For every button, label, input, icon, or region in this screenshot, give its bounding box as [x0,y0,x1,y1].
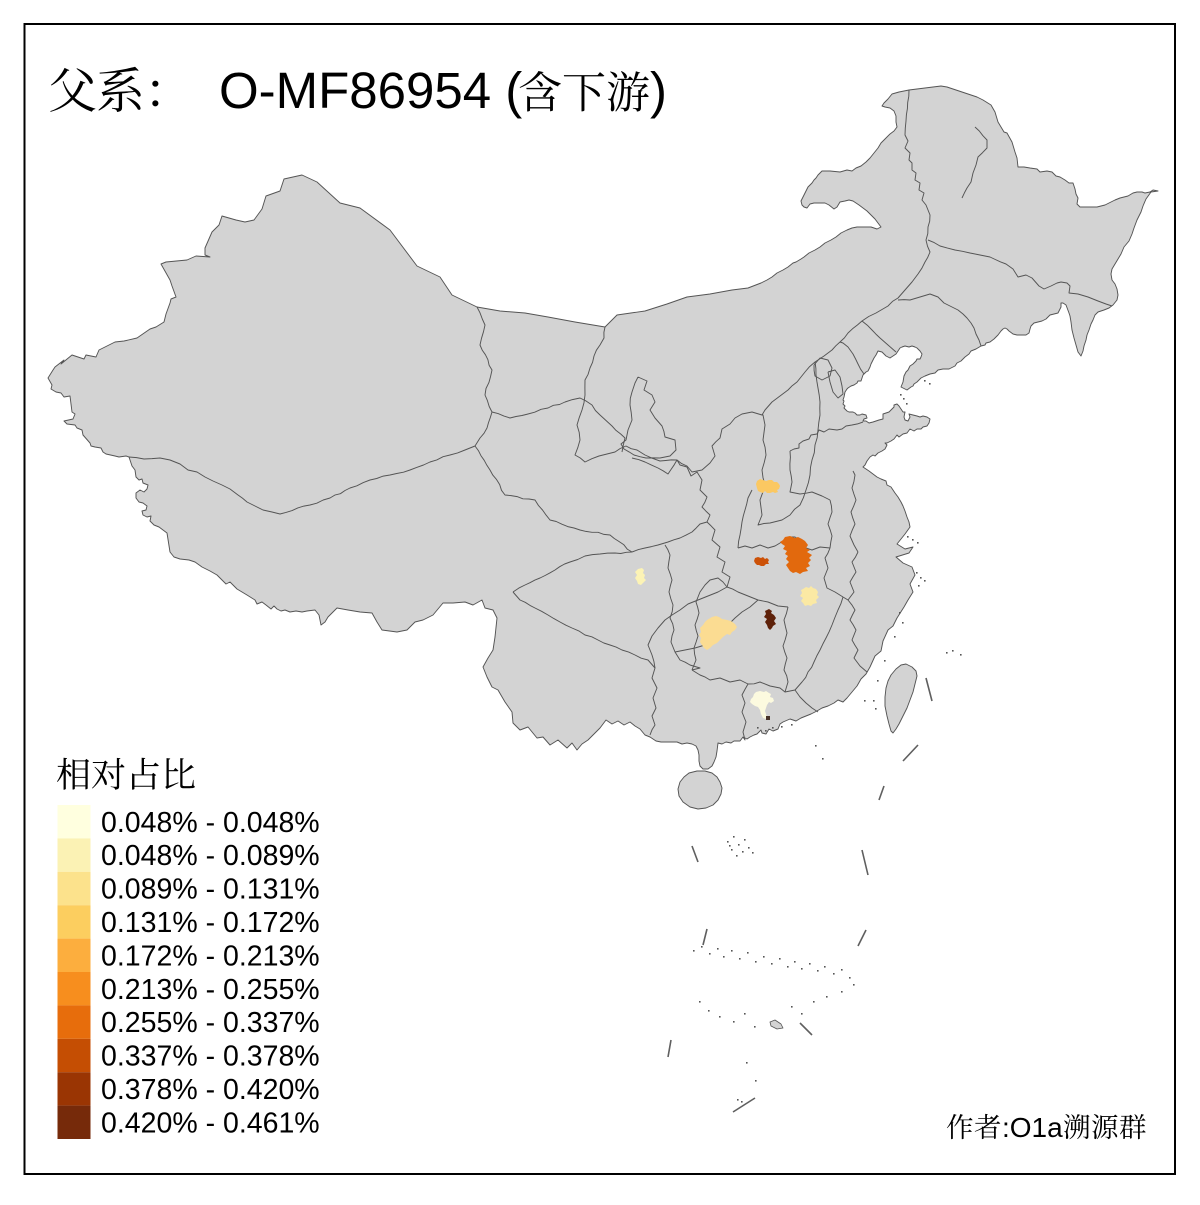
svg-text:0.378% - 0.420%: 0.378% - 0.420% [101,1074,320,1106]
svg-text:O-MF86954 (: O-MF86954 ( [219,62,522,119]
svg-text:0.048% - 0.048%: 0.048% - 0.048% [101,807,320,839]
svg-text:0.172% - 0.213%: 0.172% - 0.213% [101,940,320,972]
svg-text:0.255% - 0.337%: 0.255% - 0.337% [101,1007,320,1039]
svg-text:0.337% - 0.378%: 0.337% - 0.378% [101,1041,320,1073]
svg-text:): ) [650,62,667,119]
svg-text:0.213% - 0.255%: 0.213% - 0.255% [101,974,320,1006]
svg-text:0.089% - 0.131%: 0.089% - 0.131% [101,874,320,906]
svg-text:0.420% - 0.461%: 0.420% - 0.461% [101,1107,320,1139]
svg-text:0.048% - 0.089%: 0.048% - 0.089% [101,840,320,872]
svg-text:0.131% - 0.172%: 0.131% - 0.172% [101,907,320,939]
svg-text::O1a: :O1a [1002,1112,1063,1143]
